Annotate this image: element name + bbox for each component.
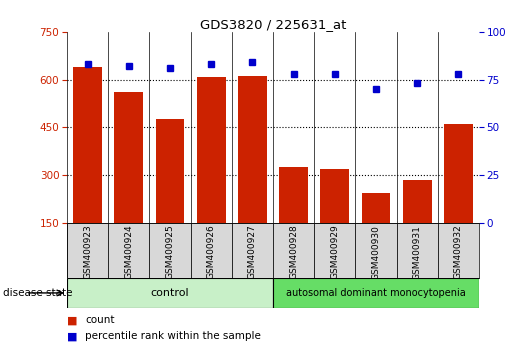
Bar [114,92,143,223]
Bar [403,180,432,223]
Text: ■: ■ [67,315,77,325]
Bar [320,169,349,223]
Text: count: count [85,315,114,325]
Text: GSM400926: GSM400926 [207,225,216,279]
Bar [438,223,479,278]
Text: disease state: disease state [3,288,72,298]
Text: GSM400928: GSM400928 [289,225,298,279]
Text: ■: ■ [67,331,77,341]
Text: GSM400925: GSM400925 [165,225,175,279]
Bar [355,223,397,278]
Bar [397,223,438,278]
Bar [273,223,314,278]
Text: percentile rank within the sample: percentile rank within the sample [85,331,261,341]
Text: GSM400932: GSM400932 [454,225,463,279]
Text: GSM400930: GSM400930 [371,225,381,280]
Bar [191,223,232,278]
Bar [362,193,390,223]
Bar [67,223,108,278]
Bar [314,223,355,278]
Text: autosomal dominant monocytopenia: autosomal dominant monocytopenia [286,288,466,298]
Bar [156,120,184,223]
Title: GDS3820 / 225631_at: GDS3820 / 225631_at [200,18,346,31]
Text: GSM400923: GSM400923 [83,225,92,279]
Bar [149,223,191,278]
Bar [73,67,102,223]
Text: GSM400931: GSM400931 [413,225,422,280]
Text: GSM400924: GSM400924 [124,225,133,279]
Bar [108,223,149,278]
Bar [197,77,226,223]
Text: GSM400927: GSM400927 [248,225,257,279]
Bar [273,278,479,308]
Bar [238,76,267,223]
Text: GSM400929: GSM400929 [330,225,339,279]
Bar [279,167,308,223]
Text: control: control [151,288,190,298]
Bar [444,124,473,223]
Bar [67,278,273,308]
Bar [232,223,273,278]
